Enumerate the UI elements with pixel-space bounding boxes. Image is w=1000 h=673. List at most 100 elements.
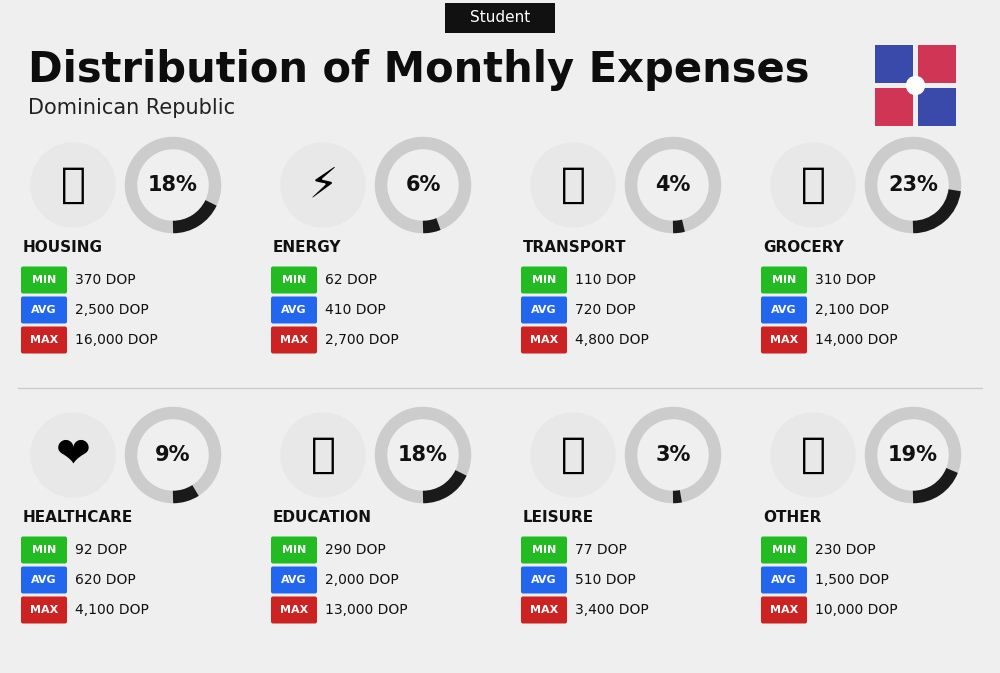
Text: AVG: AVG [281, 305, 307, 315]
FancyBboxPatch shape [918, 88, 956, 126]
FancyBboxPatch shape [761, 596, 807, 623]
Text: 290 DOP: 290 DOP [325, 543, 386, 557]
Circle shape [771, 143, 855, 227]
Text: 4%: 4% [655, 175, 691, 195]
Text: MAX: MAX [30, 605, 58, 615]
Text: MAX: MAX [530, 605, 558, 615]
Text: 19%: 19% [888, 445, 938, 465]
Text: LEISURE: LEISURE [523, 511, 594, 526]
Text: 510 DOP: 510 DOP [575, 573, 636, 587]
FancyBboxPatch shape [761, 297, 807, 324]
FancyBboxPatch shape [271, 267, 317, 293]
Text: 62 DOP: 62 DOP [325, 273, 377, 287]
Text: MAX: MAX [30, 335, 58, 345]
FancyBboxPatch shape [21, 567, 67, 594]
Text: MAX: MAX [280, 335, 308, 345]
Text: 14,000 DOP: 14,000 DOP [815, 333, 898, 347]
Text: ❤️: ❤️ [56, 434, 90, 476]
Text: MAX: MAX [770, 605, 798, 615]
Text: 3%: 3% [655, 445, 691, 465]
FancyBboxPatch shape [761, 536, 807, 563]
FancyBboxPatch shape [521, 536, 567, 563]
Text: 23%: 23% [888, 175, 938, 195]
Circle shape [31, 143, 115, 227]
FancyBboxPatch shape [271, 596, 317, 623]
Text: MIN: MIN [282, 545, 306, 555]
Text: GROCERY: GROCERY [763, 240, 844, 256]
Text: 2,000 DOP: 2,000 DOP [325, 573, 399, 587]
Text: 6%: 6% [405, 175, 441, 195]
Text: MIN: MIN [32, 275, 56, 285]
Text: ENERGY: ENERGY [273, 240, 342, 256]
Text: 18%: 18% [148, 175, 198, 195]
Text: 13,000 DOP: 13,000 DOP [325, 603, 408, 617]
FancyBboxPatch shape [445, 3, 555, 33]
FancyBboxPatch shape [271, 567, 317, 594]
Text: 🛍: 🛍 [560, 434, 586, 476]
Text: 4,800 DOP: 4,800 DOP [575, 333, 649, 347]
FancyBboxPatch shape [271, 297, 317, 324]
Circle shape [531, 143, 615, 227]
Text: AVG: AVG [281, 575, 307, 585]
Text: MAX: MAX [770, 335, 798, 345]
FancyBboxPatch shape [521, 297, 567, 324]
Text: MIN: MIN [32, 545, 56, 555]
FancyBboxPatch shape [521, 567, 567, 594]
Circle shape [906, 77, 924, 94]
Text: EDUCATION: EDUCATION [273, 511, 372, 526]
Text: 3,400 DOP: 3,400 DOP [575, 603, 649, 617]
FancyBboxPatch shape [761, 326, 807, 353]
FancyBboxPatch shape [521, 326, 567, 353]
Text: MIN: MIN [772, 275, 796, 285]
Text: 🚌: 🚌 [560, 164, 586, 206]
FancyBboxPatch shape [21, 297, 67, 324]
Text: Student: Student [470, 11, 530, 26]
Text: MIN: MIN [532, 275, 556, 285]
FancyBboxPatch shape [21, 267, 67, 293]
FancyBboxPatch shape [271, 326, 317, 353]
Text: 370 DOP: 370 DOP [75, 273, 136, 287]
Text: 1,500 DOP: 1,500 DOP [815, 573, 889, 587]
FancyBboxPatch shape [21, 596, 67, 623]
Text: AVG: AVG [31, 575, 57, 585]
Text: AVG: AVG [531, 305, 557, 315]
Text: Dominican Republic: Dominican Republic [28, 98, 235, 118]
Text: TRANSPORT: TRANSPORT [523, 240, 626, 256]
FancyBboxPatch shape [521, 596, 567, 623]
Text: 16,000 DOP: 16,000 DOP [75, 333, 158, 347]
FancyBboxPatch shape [271, 536, 317, 563]
Text: 230 DOP: 230 DOP [815, 543, 876, 557]
Text: AVG: AVG [531, 575, 557, 585]
Text: 77 DOP: 77 DOP [575, 543, 627, 557]
Text: 310 DOP: 310 DOP [815, 273, 876, 287]
Text: 🛒: 🛒 [800, 164, 826, 206]
Text: 410 DOP: 410 DOP [325, 303, 386, 317]
Text: HOUSING: HOUSING [23, 240, 103, 256]
Circle shape [771, 413, 855, 497]
Circle shape [281, 143, 365, 227]
Text: ⚡: ⚡ [308, 164, 338, 206]
Text: OTHER: OTHER [763, 511, 821, 526]
Text: 9%: 9% [155, 445, 191, 465]
Text: 720 DOP: 720 DOP [575, 303, 636, 317]
Text: MIN: MIN [532, 545, 556, 555]
FancyBboxPatch shape [875, 45, 913, 83]
Text: HEALTHCARE: HEALTHCARE [23, 511, 133, 526]
Circle shape [31, 413, 115, 497]
Text: 2,500 DOP: 2,500 DOP [75, 303, 149, 317]
Text: Distribution of Monthly Expenses: Distribution of Monthly Expenses [28, 49, 810, 91]
Text: 2,700 DOP: 2,700 DOP [325, 333, 399, 347]
Text: 18%: 18% [398, 445, 448, 465]
Circle shape [531, 413, 615, 497]
Text: 10,000 DOP: 10,000 DOP [815, 603, 898, 617]
Text: MIN: MIN [282, 275, 306, 285]
Text: MIN: MIN [772, 545, 796, 555]
Text: 2,100 DOP: 2,100 DOP [815, 303, 889, 317]
FancyBboxPatch shape [521, 267, 567, 293]
FancyBboxPatch shape [21, 536, 67, 563]
Text: 🎓: 🎓 [310, 434, 336, 476]
Text: MAX: MAX [280, 605, 308, 615]
FancyBboxPatch shape [761, 567, 807, 594]
Text: 110 DOP: 110 DOP [575, 273, 636, 287]
Text: AVG: AVG [771, 305, 797, 315]
